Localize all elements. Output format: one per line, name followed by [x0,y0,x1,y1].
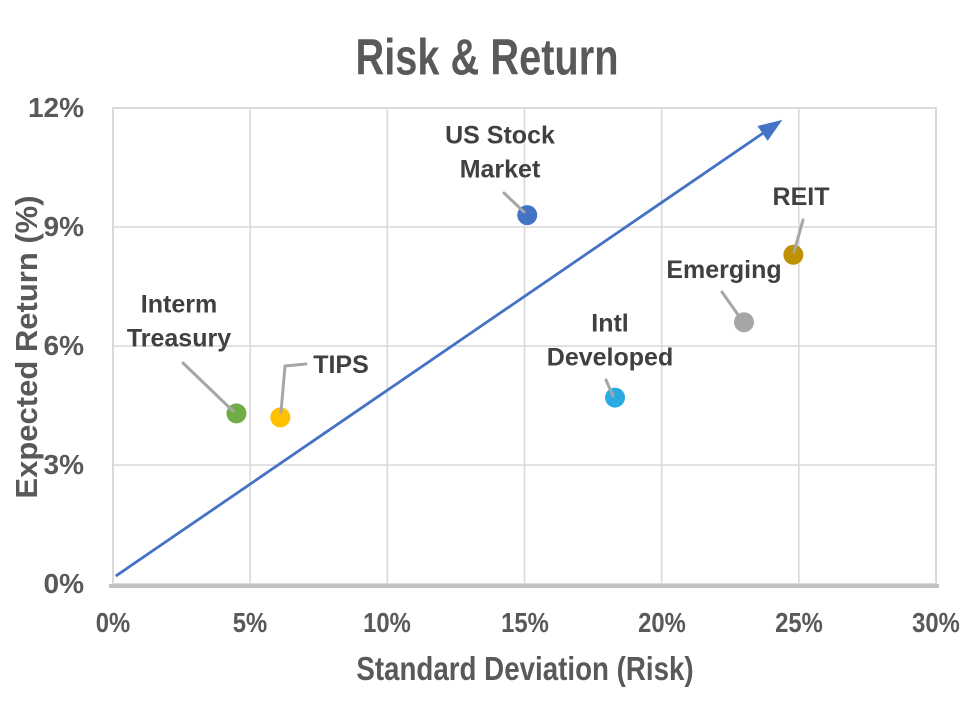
x-axis-tick-label: 0% [95,607,131,638]
x-axis-tick-label: 20% [637,607,686,638]
data-point-reit [783,244,804,265]
point-label-us-stock-market: US Stock Market [445,121,555,183]
x-axis-tick-label: 10% [363,607,412,638]
x-axis-title: Standard Deviation (Risk) [356,650,694,687]
chart-title: Risk & Return [355,28,619,86]
y-axis-tick-label: 6% [43,330,84,361]
point-label-intl-developed: Intl Developed [546,309,674,371]
y-axis-tick-label: 12% [27,92,84,123]
leader-line-reit [792,218,805,254]
leader-line-emerging [720,290,743,321]
leader-line-tips [279,362,308,414]
x-axis-tick-label: 5% [232,607,268,638]
x-axis-tick-label: 25% [775,607,823,638]
y-axis-title: Expected Return (%) [9,195,44,499]
y-axis-tick-label: 0% [43,568,84,599]
x-axis-tick-label: 30% [912,607,960,638]
trend-arrow-head [757,119,783,141]
point-label-tips: TIPS [313,351,369,380]
leader-line-us-stock-market [502,191,526,214]
data-point-intl-developed [605,387,626,408]
trend-arrow-line [114,131,766,578]
point-label-emerging: Emerging [666,256,782,285]
x-axis-tick-label: 15% [500,607,549,638]
y-axis-tick-label: 9% [43,211,84,242]
leader-line-intl-developed [604,378,615,398]
point-label-reit: REIT [772,183,830,212]
y-axis-tick-label: 3% [43,449,84,480]
data-point-tips [270,407,291,428]
leader-line-interm-treasury [181,361,235,413]
point-label-interm-treasury: Interm Treasury [126,290,232,352]
